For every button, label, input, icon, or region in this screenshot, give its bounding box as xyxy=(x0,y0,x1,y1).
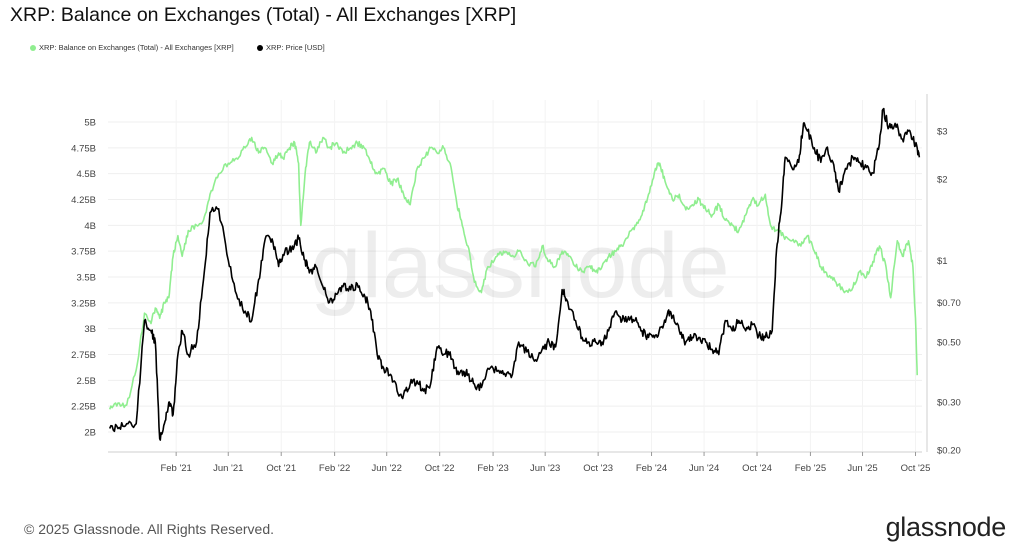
x-tick-label: Feb '24 xyxy=(636,463,667,474)
y-left-tick-label: 4.25B xyxy=(71,195,96,206)
x-tick-label: Oct '24 xyxy=(742,463,772,474)
legend-dot-green xyxy=(30,45,36,52)
axes xyxy=(108,94,928,453)
brand-logo: glassnode xyxy=(885,512,1007,542)
legend-item-price[interactable]: XRP: Price [USD] xyxy=(257,43,325,52)
chart-watermark: glassnode xyxy=(310,215,729,317)
legend-label-price: XRP: Price [USD] xyxy=(266,43,325,52)
legend-label-balance: XRP: Balance on Exchanges (Total) - All … xyxy=(39,43,234,52)
y-left-tick-label: 2.5B xyxy=(76,376,96,387)
y-left-tick-label: 5B xyxy=(84,118,96,129)
y-right-tick-label: $0.70 xyxy=(937,298,961,309)
x-tick-label: Oct '25 xyxy=(901,463,931,474)
chart-title: XRP: Balance on Exchanges (Total) - All … xyxy=(10,4,517,26)
y-left-tick-label: 3.25B xyxy=(71,298,96,309)
x-tick-label: Feb '23 xyxy=(477,463,508,474)
y-axis-left-ticks: 2B 2.25B 2.5B 2.75B 3B 3.25B 3.5B 3.75B 4B 4.25B 4… xyxy=(71,118,96,439)
y-left-tick-label: 3.5B xyxy=(76,273,96,284)
x-tick-label: Feb '25 xyxy=(795,463,826,474)
x-tick-label: Jun '22 xyxy=(372,463,402,474)
y-left-tick-label: 2.25B xyxy=(71,402,96,413)
series-line-balance xyxy=(108,136,918,410)
y-right-tick-label: $1 xyxy=(937,256,948,267)
y-right-tick-label: $2 xyxy=(937,174,948,185)
x-tick-label: Feb '22 xyxy=(319,463,350,474)
y-right-tick-label: $0.30 xyxy=(937,398,961,409)
x-tick-label: Oct '23 xyxy=(583,463,613,474)
y-left-tick-label: 2.75B xyxy=(71,350,96,361)
y-right-tick-label: $0.50 xyxy=(937,338,961,349)
y-axis-right-ticks: $0.20 $0.30 $0.50 $0.70 $1 $2 $3 xyxy=(937,127,961,457)
x-tick-label: Oct '21 xyxy=(266,463,296,474)
y-right-tick-label: $3 xyxy=(937,127,948,138)
y-left-tick-label: 4.5B xyxy=(76,169,96,180)
y-right-tick-label: $0.20 xyxy=(937,446,961,457)
copyright-text: © 2025 Glassnode. All Rights Reserved. xyxy=(24,521,275,537)
legend-dot-black xyxy=(257,45,263,52)
y-left-tick-label: 3.75B xyxy=(71,247,96,258)
y-left-tick-label: 3B xyxy=(84,324,96,335)
x-tick-label: Jun '24 xyxy=(689,463,719,474)
x-tick-label: Feb '21 xyxy=(160,463,191,474)
y-left-tick-label: 2B xyxy=(84,428,96,439)
legend-item-balance[interactable]: XRP: Balance on Exchanges (Total) - All … xyxy=(30,43,234,52)
series-line-price xyxy=(108,107,921,441)
x-tick-label: Oct '22 xyxy=(425,463,455,474)
series-lines xyxy=(108,107,921,441)
x-tick-label: Jun '21 xyxy=(213,463,243,474)
y-left-tick-label: 4B xyxy=(84,221,96,232)
x-axis-ticks: Feb '21 Jun '21 Oct '21 Feb '22 Jun '22 Oct '… xyxy=(160,452,930,474)
x-tick-label: Jun '25 xyxy=(847,463,877,474)
x-tick-label: Jun '23 xyxy=(530,463,560,474)
y-left-tick-label: 4.75B xyxy=(71,143,96,154)
